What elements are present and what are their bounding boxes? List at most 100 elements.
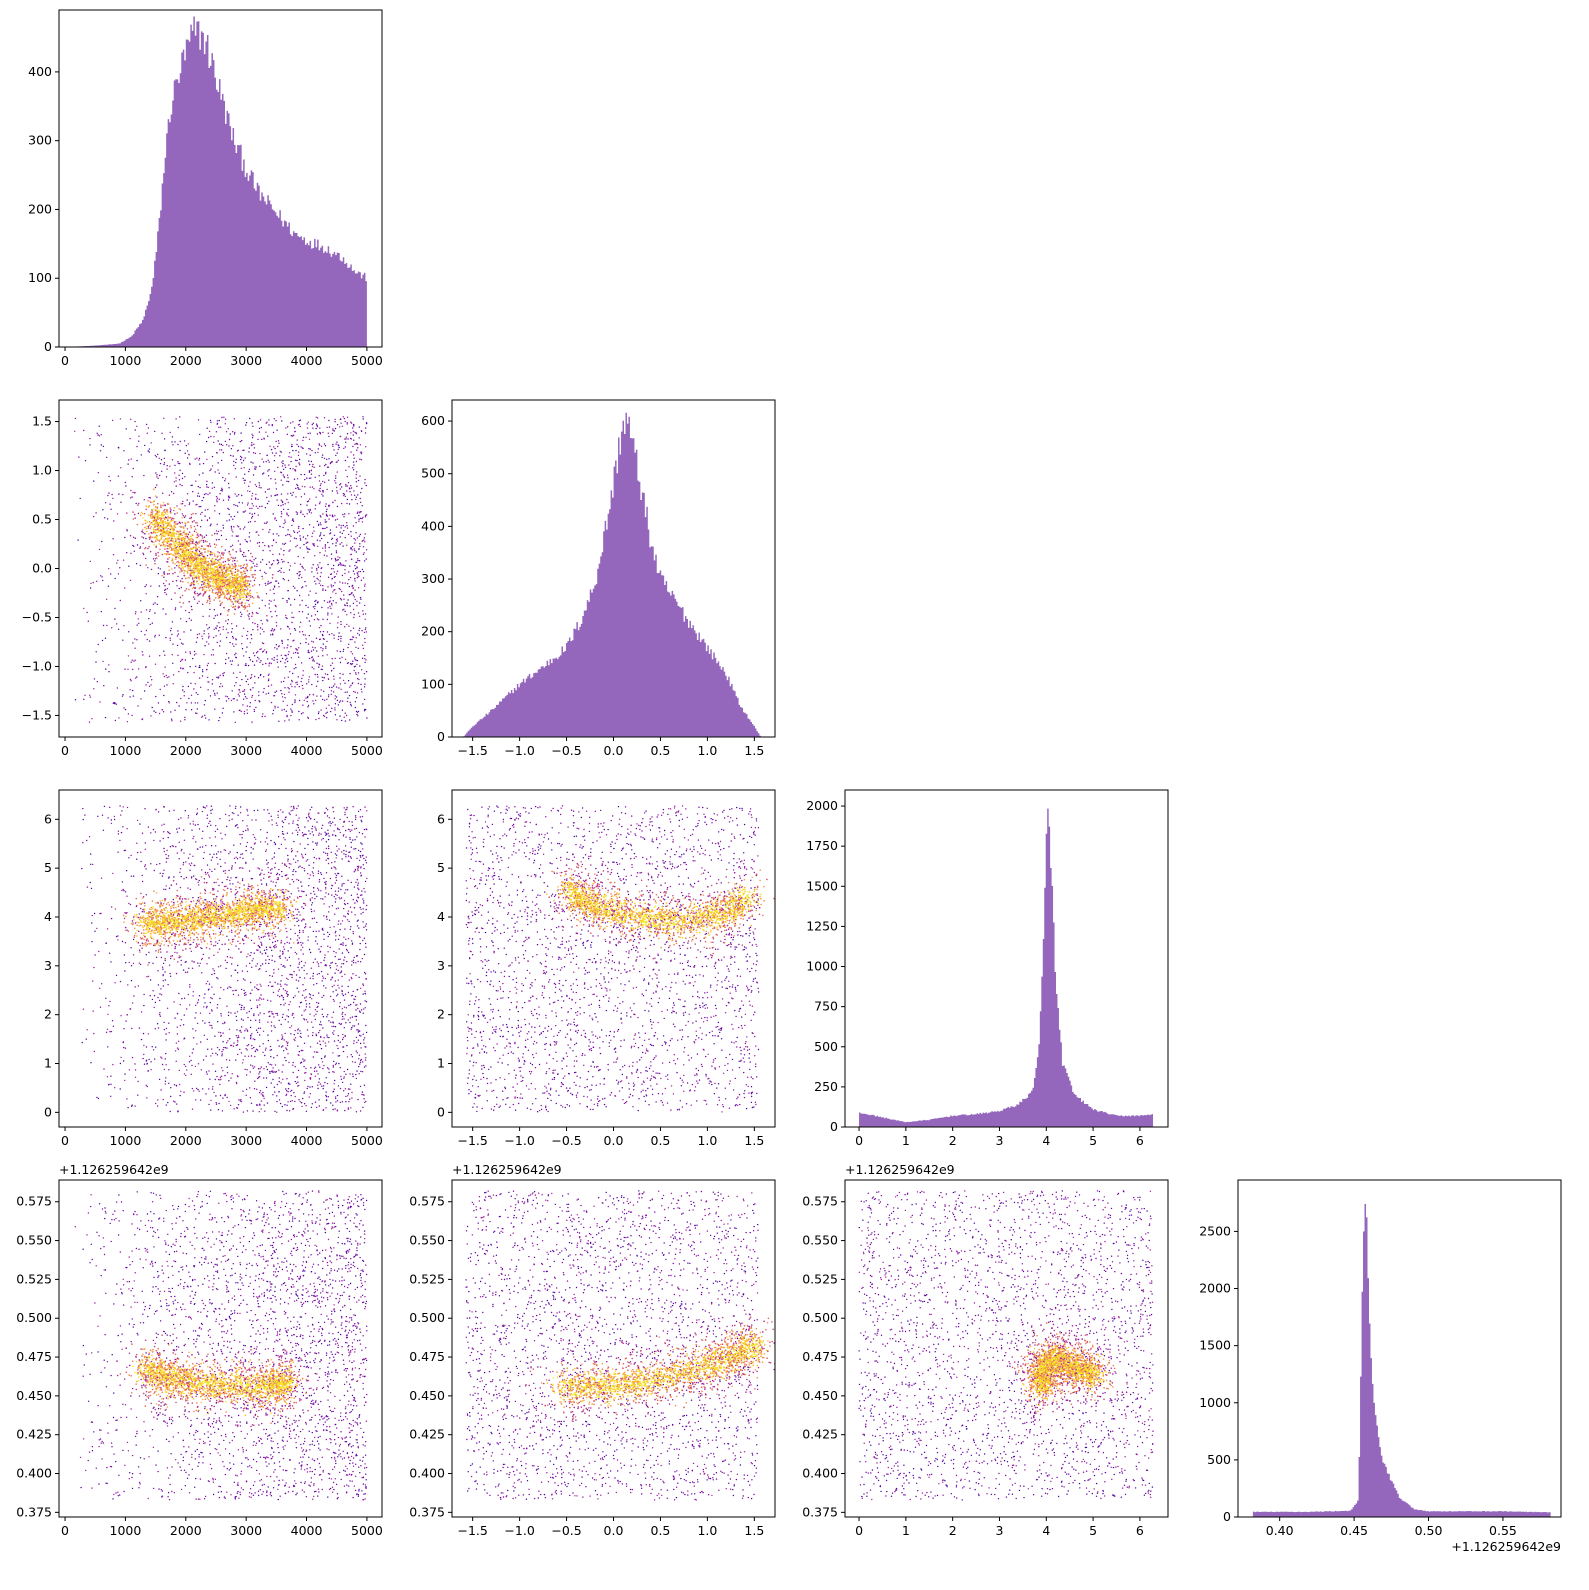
hist-p1-ytick-label: 200 — [421, 624, 445, 639]
scatter-p1-p2-xtick-label: 0.0 — [604, 1133, 624, 1148]
scatter-p0-p3-xtick-label: 4000 — [291, 1523, 323, 1538]
scatter-p2-p3-ytick-label: 0.575 — [802, 1194, 838, 1209]
hist-p3-xtick-label: 0.50 — [1415, 1523, 1443, 1538]
scatter-p1-p3-ytick-label: 0.550 — [409, 1233, 445, 1248]
scatter-p0-p2-xtick-label: 2000 — [170, 1133, 202, 1148]
scatter-p0-p3-xtick-label: 2000 — [170, 1523, 202, 1538]
scatter-p1-p2-xtick-label: 1.5 — [744, 1133, 764, 1148]
scatter-frame-p0-p3 — [58, 1179, 383, 1518]
hist-p1-xtick-label: 1.0 — [697, 743, 717, 758]
hist-p0-ytick-label: 200 — [28, 201, 52, 216]
hist-p1-xtick-label: 1.5 — [744, 743, 764, 758]
hist-p0-xtick-label: 4000 — [291, 353, 323, 368]
scatter-p0-p2-xtick-label: 4000 — [291, 1133, 323, 1148]
scatter-offset-text: +1.126259642e9 — [452, 1162, 562, 1177]
scatter-p1-p2-xtick-label: −1.5 — [457, 1133, 487, 1148]
scatter-p0-p1-ytick-label: −0.5 — [22, 609, 52, 624]
hist-p2-ytick-label: 1500 — [806, 878, 838, 893]
hist-p0-ytick-label: 100 — [28, 270, 52, 285]
scatter-panel-p0-p3: 0 1000 2000 3000 4000 5000 0.375 0.400 0.425 0.45… — [16, 1162, 383, 1538]
scatter-points-p1-p3 — [465, 1190, 775, 1501]
scatter-p1-p3-xtick-label: −0.5 — [551, 1523, 581, 1538]
scatter-p0-p1-ytick-label: −1.0 — [22, 658, 52, 673]
scatter-panel-p0-p2: 0 1000 2000 3000 4000 5000 0 1 2 3 4 5 6 — [44, 789, 383, 1148]
scatter-p2-p3-ytick-label: 0.525 — [802, 1271, 838, 1286]
scatter-p2-p3-xtick-label: 2 — [949, 1523, 957, 1538]
scatter-p0-p1-xtick-label: 3000 — [230, 743, 262, 758]
scatter-p1-p3-ytick-label: 0.525 — [409, 1271, 445, 1286]
hist-p2-xtick-label: 4 — [1042, 1133, 1050, 1148]
scatter-p0-p3-ytick-label: 0.525 — [16, 1271, 52, 1286]
scatter-p1-p3-xtick-label: 0.5 — [651, 1523, 671, 1538]
scatter-panel-p2-p3: 0 1 2 3 4 5 6 0.375 0.400 0.425 0.450 0.475 0.500 0.5… — [802, 1162, 1169, 1538]
scatter-p1-p3-ytick-label: 0.450 — [409, 1388, 445, 1403]
scatter-p0-p3-ytick-label: 0.500 — [16, 1310, 52, 1325]
hist-p1-ytick-label: 100 — [421, 676, 445, 691]
scatter-p0-p2-ytick-label: 4 — [44, 909, 52, 924]
histogram-bars-p3 — [1252, 1203, 1551, 1517]
hist-p0-ytick-label: 300 — [28, 133, 52, 148]
scatter-p0-p2-ytick-label: 3 — [44, 958, 52, 973]
scatter-p0-p1-xtick-label: 2000 — [170, 743, 202, 758]
scatter-p2-p3-ytick-label: 0.375 — [802, 1504, 838, 1519]
scatter-p0-p1-ytick-label: 0.0 — [32, 561, 52, 576]
scatter-p0-p2-ytick-label: 1 — [44, 1056, 52, 1071]
hist-p0-xtick-label: 3000 — [230, 353, 262, 368]
scatter-p0-p3-ytick-label: 0.575 — [16, 1194, 52, 1209]
scatter-p2-p3-ytick-label: 0.500 — [802, 1310, 838, 1325]
hist-p0-xtick-label: 1000 — [110, 353, 142, 368]
scatter-p0-p2-xtick-label: 5000 — [351, 1133, 383, 1148]
scatter-p0-p3-ytick-label: 0.425 — [16, 1427, 52, 1442]
scatter-p0-p3-ytick-label: 0.375 — [16, 1504, 52, 1519]
scatter-offset-text: +1.126259642e9 — [845, 1162, 955, 1177]
hist-p2-ytick-label: 1250 — [806, 918, 838, 933]
scatter-p0-p1-ytick-label: −1.5 — [22, 707, 52, 722]
hist-p2-ytick-label: 1750 — [806, 838, 838, 853]
scatter-p1-p2-xtick-label: 0.5 — [651, 1133, 671, 1148]
scatter-p1-p2-ytick-label: 1 — [437, 1056, 445, 1071]
scatter-p1-p3-ytick-label: 0.400 — [409, 1466, 445, 1481]
scatter-p1-p2-ytick-label: 5 — [437, 860, 445, 875]
scatter-p0-p2-xtick-label: 0 — [61, 1133, 69, 1148]
hist-p1-xtick-label: −1.5 — [457, 743, 487, 758]
hist-p1-ytick-label: 300 — [421, 571, 445, 586]
scatter-frame-p0-p2 — [58, 789, 383, 1128]
scatter-p0-p3-xtick-label: 0 — [61, 1523, 69, 1538]
scatter-points-p1-p2 — [465, 805, 775, 1113]
scatter-p2-p3-xtick-label: 5 — [1089, 1523, 1097, 1538]
scatter-p0-p1-ytick-label: 1.0 — [32, 463, 52, 478]
scatter-p1-p2-xtick-label: −0.5 — [551, 1133, 581, 1148]
hist-p1-ytick-label: 0 — [437, 729, 445, 744]
hist-p3-ytick-label: 1500 — [1199, 1338, 1231, 1353]
hist-p1-xtick-label: 0.0 — [604, 743, 624, 758]
scatter-p2-p3-ytick-label: 0.475 — [802, 1349, 838, 1364]
scatter-p0-p3-ytick-label: 0.450 — [16, 1388, 52, 1403]
scatter-p1-p3-xtick-label: −1.5 — [457, 1523, 487, 1538]
hist-p1-xtick-label: −0.5 — [551, 743, 581, 758]
scatter-p2-p3-ytick-label: 0.425 — [802, 1427, 838, 1442]
scatter-p2-p3-ytick-label: 0.400 — [802, 1466, 838, 1481]
hist-p3-xtick-label: 0.45 — [1340, 1523, 1368, 1538]
scatter-p2-p3-ytick-label: 0.550 — [802, 1233, 838, 1248]
hist-p0-ytick-label: 400 — [28, 64, 52, 79]
hist-p2-ytick-label: 1000 — [806, 959, 838, 974]
scatter-p1-p3-ytick-label: 0.425 — [409, 1427, 445, 1442]
scatter-p0-p2-xtick-label: 3000 — [230, 1133, 262, 1148]
hist-p1-ytick-label: 400 — [421, 518, 445, 533]
scatter-p0-p3-xtick-label: 1000 — [110, 1523, 142, 1538]
scatter-p0-p3-ytick-label: 0.400 — [16, 1466, 52, 1481]
histogram-bars-p0 — [65, 16, 367, 347]
histogram-frame-p2 — [844, 789, 1169, 1128]
hist-p1-ytick-label: 600 — [421, 413, 445, 428]
scatter-p1-p3-xtick-label: 1.5 — [744, 1523, 764, 1538]
scatter-p0-p1-xtick-label: 1000 — [110, 743, 142, 758]
hist-p2-xtick-label: 6 — [1136, 1133, 1144, 1148]
hist-p2-ytick-label: 750 — [814, 999, 838, 1014]
scatter-p1-p2-xtick-label: 1.0 — [697, 1133, 717, 1148]
hist-p3-xtick-label: 0.40 — [1266, 1523, 1294, 1538]
hist-p2-ytick-label: 0 — [830, 1119, 838, 1134]
hist-p2-ytick-label: 2000 — [806, 798, 838, 813]
hist-p3-ytick-label: 500 — [1207, 1452, 1231, 1467]
scatter-p0-p2-ytick-label: 6 — [44, 811, 52, 826]
